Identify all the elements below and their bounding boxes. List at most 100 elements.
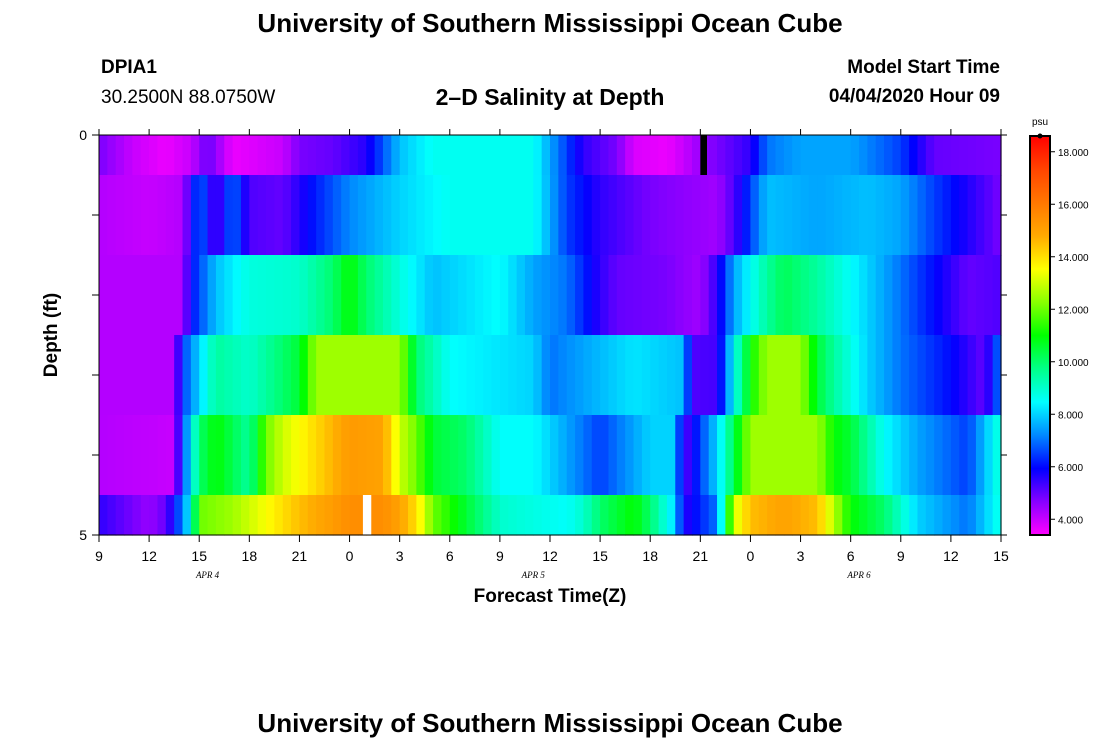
- heatmap-cell: [884, 175, 894, 256]
- heatmap-cell: [199, 255, 209, 336]
- colorbar: psu 4.000 6.000 8.000 10.000 12.000 14.000 16.…: [1029, 117, 1089, 536]
- heatmap-cell: [792, 335, 802, 416]
- heatmap-cell: [541, 495, 551, 536]
- heatmap-cell: [266, 135, 275, 176]
- heatmap-cell: [608, 175, 618, 256]
- heatmap-cell: [124, 495, 134, 536]
- heatmap-cell: [800, 255, 810, 336]
- heatmap-cell: [207, 135, 217, 176]
- heatmap-cell: [291, 415, 301, 496]
- heatmap-cell: [257, 335, 267, 416]
- heatmap-cell: [833, 415, 843, 496]
- heatmap-cell: [842, 255, 852, 336]
- heatmap-cell: [391, 415, 401, 496]
- heatmap-cell: [374, 175, 384, 256]
- heatmap-cell: [449, 135, 459, 176]
- heatmap-cell: [199, 135, 209, 176]
- heatmap-cell: [867, 135, 877, 176]
- colorbar-tick-label: 14.000: [1058, 253, 1089, 264]
- heatmap-cell: [750, 415, 760, 496]
- heatmap-cell: [717, 495, 726, 536]
- heatmap-cell: [984, 175, 994, 256]
- heatmap-cell: [499, 255, 509, 336]
- heatmap-cell: [332, 415, 342, 496]
- heatmap-cell: [207, 415, 217, 496]
- colorbar-top-dot: [1037, 133, 1043, 139]
- heatmap-cell: [950, 175, 960, 256]
- heatmap-cell: [833, 495, 843, 536]
- heatmap-cell: [808, 495, 818, 536]
- model-start-value: 04/04/2020 Hour 09: [828, 86, 1000, 107]
- heatmap-cell: [266, 415, 275, 496]
- heatmap-cell: [391, 255, 401, 336]
- heatmap-cell: [625, 175, 635, 256]
- heatmap-cell: [433, 415, 443, 496]
- heatmap-cell: [324, 175, 334, 256]
- heatmap-cell: [767, 255, 777, 336]
- heatmap-cell: [107, 175, 117, 256]
- heatmap-cell: [700, 175, 710, 256]
- heatmap-cell: [416, 255, 426, 336]
- heatmap-cell: [558, 415, 568, 496]
- heatmap-cell: [215, 255, 225, 336]
- heatmap-cell: [357, 495, 367, 536]
- heatmap-cell: [149, 335, 159, 416]
- heatmap-cell: [583, 495, 593, 536]
- heatmap-cell: [666, 495, 676, 536]
- heatmap-cell: [909, 255, 919, 336]
- heatmap-cell: [458, 415, 468, 496]
- heatmap-cell: [508, 335, 518, 416]
- heatmap-cell: [107, 335, 117, 416]
- heatmap-cell: [516, 175, 526, 256]
- heatmap-cell: [232, 415, 242, 496]
- heatmap-cell: [240, 175, 250, 256]
- heatmap-cell: [274, 135, 284, 176]
- heatmap-cell: [157, 135, 167, 176]
- heatmap-cell: [174, 495, 184, 536]
- heatmap-cell: [783, 415, 793, 496]
- heatmap-cell: [441, 335, 451, 416]
- heatmap-cell: [583, 255, 593, 336]
- heatmap-cell: [107, 495, 117, 536]
- heatmap-cell: [758, 415, 768, 496]
- heatmap-cell: [884, 335, 894, 416]
- heatmap-cell: [683, 135, 693, 176]
- heatmap-cell: [934, 175, 944, 256]
- heatmap-cell: [199, 415, 209, 496]
- heatmap-cell: [984, 415, 994, 496]
- heatmap-cell: [516, 415, 526, 496]
- x-tick-label: 0: [346, 548, 354, 564]
- x-tick-label: 12: [943, 548, 959, 564]
- heatmap-cell: [508, 175, 518, 256]
- heatmap-cell: [725, 135, 735, 176]
- heatmap-cell: [717, 135, 726, 176]
- heatmap-cell: [867, 495, 877, 536]
- heatmap-cell: [416, 415, 426, 496]
- heatmap-cell: [374, 495, 384, 536]
- heatmap-cell: [767, 135, 777, 176]
- heatmap-cell: [775, 135, 785, 176]
- heatmap-cell: [190, 495, 200, 536]
- heatmap-cell: [132, 175, 142, 256]
- heatmap-cell: [357, 335, 367, 416]
- heatmap-cell: [474, 335, 484, 416]
- heatmap-cell: [942, 415, 952, 496]
- heatmap-cell: [658, 415, 668, 496]
- heatmap-cell: [566, 335, 576, 416]
- heatmap-cell: [767, 415, 777, 496]
- heatmap-cell: [357, 135, 367, 176]
- heatmap-cell: [641, 255, 651, 336]
- heatmap-cell: [558, 175, 568, 256]
- heatmap-cell: [975, 495, 985, 536]
- heatmap-cell: [349, 255, 359, 336]
- heatmap-cell: [792, 135, 802, 176]
- colorbar-tick-label: 4.000: [1058, 515, 1083, 526]
- heatmap-cell: [174, 255, 184, 336]
- heatmap-cell: [124, 255, 134, 336]
- heatmap-cell: [625, 135, 635, 176]
- heatmap-cell: [366, 415, 376, 496]
- heatmap-cell: [625, 335, 635, 416]
- heatmap-cell: [641, 335, 651, 416]
- heatmap-cell: [783, 175, 793, 256]
- heatmap-cell: [533, 415, 543, 496]
